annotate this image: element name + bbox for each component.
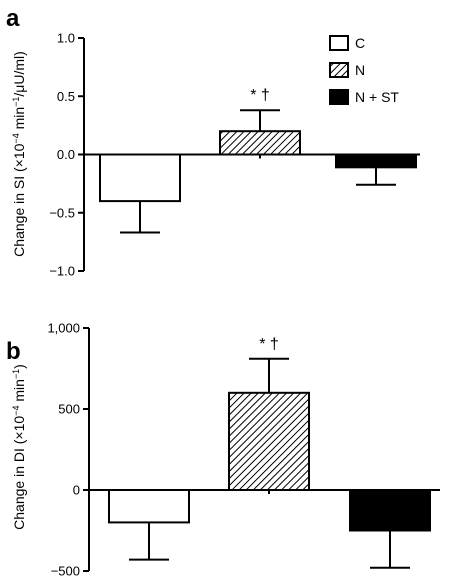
y-tick-label: 0 xyxy=(73,483,80,498)
bar-n xyxy=(219,130,301,156)
y-tick-label: 0.0 xyxy=(57,147,75,162)
legend-label-n-st: N + ST xyxy=(355,89,399,105)
y-tick-label: 1,000 xyxy=(47,321,80,336)
legend-label-c: C xyxy=(355,35,365,51)
y-axis-label: Change in DI (×10−4 min−1) xyxy=(11,364,27,530)
legend-swatch-n-st xyxy=(329,89,349,105)
legend: CN N + ST xyxy=(329,35,399,105)
significance-annotation: * † xyxy=(250,87,270,104)
y-tick-label: 0.5 xyxy=(57,89,75,104)
bar-n-st xyxy=(349,489,431,532)
y-tick-label: −1.0 xyxy=(49,264,75,279)
y-tick-label: 1.0 xyxy=(57,31,75,46)
y-tick-label: −0.5 xyxy=(49,205,75,220)
significance-annotation: * † xyxy=(259,336,279,353)
bar-n-st xyxy=(335,153,417,169)
y-tick-label: −500 xyxy=(51,564,80,579)
bar-c xyxy=(108,489,190,524)
legend-swatch-c xyxy=(329,35,349,51)
panel-a: a −1.0 −0.5 0.0 0.5 1.0 Change in SI (×10−4 mi… xyxy=(6,5,420,279)
y-tick-label: 500 xyxy=(58,402,80,417)
panel-letter-a: a xyxy=(6,5,20,32)
panel-b: b −500 0 500 1,000 Change in DI (×10−4 min−1)… xyxy=(6,321,440,579)
y-axis-label: Change in SI (×10−4 min−1/μU/ml) xyxy=(11,51,27,257)
panel-letter-b: b xyxy=(6,338,21,365)
bar-c xyxy=(99,153,181,203)
legend-swatch-n xyxy=(329,62,349,78)
bar-n xyxy=(228,391,310,491)
legend-label-n: N xyxy=(355,62,365,78)
